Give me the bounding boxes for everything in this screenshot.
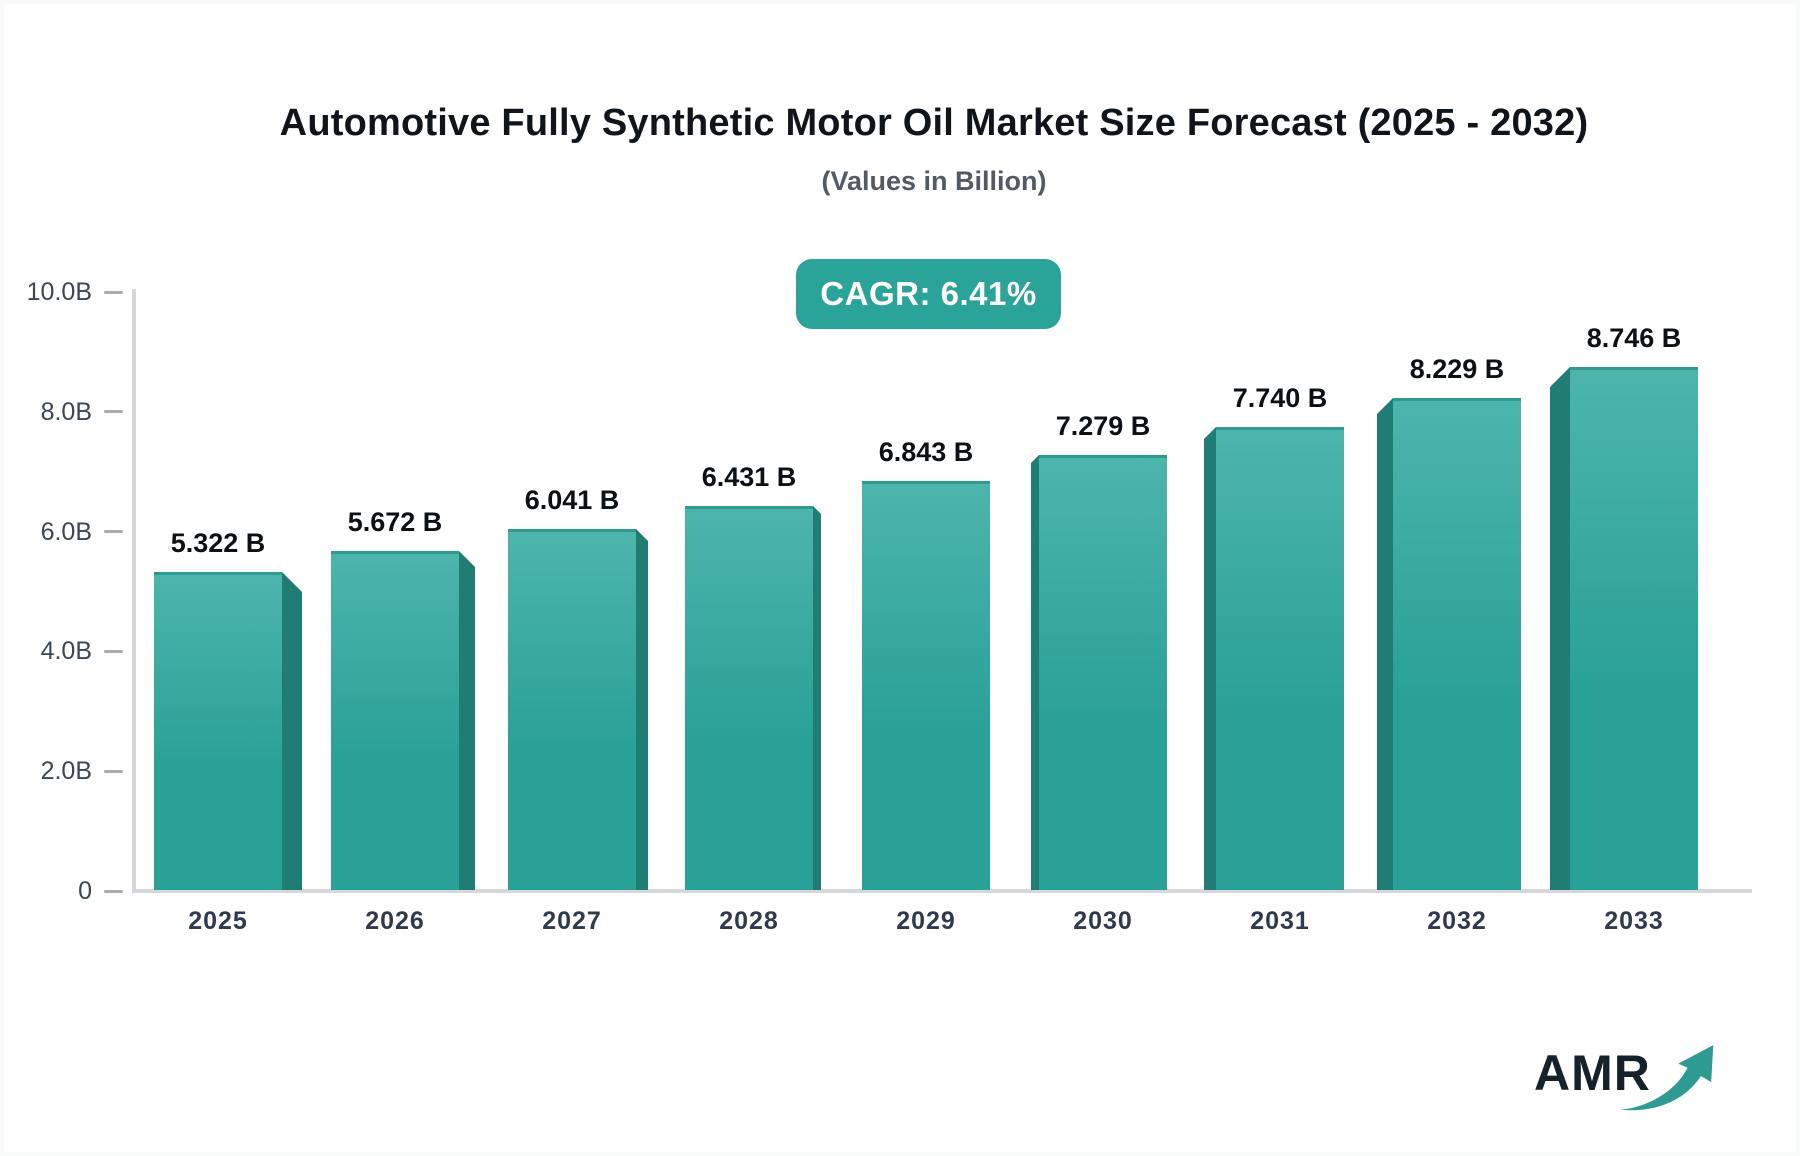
y-tick-label: 2.0B: [40, 757, 92, 786]
bar-value-label: 5.672 B: [347, 507, 443, 537]
bar-2030[interactable]: [1039, 455, 1167, 890]
bar-side-3d: [1550, 367, 1570, 890]
bar-value-label: 6.431 B: [701, 462, 797, 492]
y-tick-label: 6.0B: [40, 517, 92, 546]
y-tick: [104, 530, 123, 534]
y-tick: [104, 889, 123, 893]
x-axis-label: 2027: [542, 907, 602, 935]
bar-2025[interactable]: [154, 572, 282, 890]
cagr-badge: CAGR: 6.41%: [796, 259, 1061, 329]
bar-value-label: 8.229 B: [1409, 354, 1505, 384]
amr-logo-text: AMR: [1534, 1045, 1651, 1101]
x-axis-label: 2028: [719, 907, 779, 935]
bar-value-label: 8.746 B: [1586, 323, 1682, 353]
y-tick: [104, 649, 123, 653]
x-axis-baseline: [132, 889, 1752, 893]
bar-2032[interactable]: [1393, 398, 1521, 890]
cagr-badge-label: CAGR: 6.41%: [820, 275, 1037, 312]
y-axis-line: [132, 289, 136, 893]
amr-logo: AMR: [1526, 1036, 1716, 1116]
x-axis-label: 2026: [365, 907, 425, 935]
bar-side-3d: [282, 572, 302, 890]
bar-2028[interactable]: [685, 506, 813, 890]
bar-side-3d: [813, 506, 821, 890]
bar-value-label: 6.843 B: [878, 437, 974, 467]
y-tick-label: 4.0B: [40, 637, 92, 666]
x-axis-label: 2031: [1250, 907, 1310, 935]
bar-side-3d: [1377, 398, 1393, 890]
y-tick: [104, 290, 123, 294]
x-axis-label: 2032: [1427, 907, 1487, 935]
bar-2026[interactable]: [331, 551, 459, 890]
bar-2033[interactable]: [1570, 367, 1698, 890]
chart-subtitle: (Values in Billion): [821, 166, 1047, 196]
bar-side-3d: [636, 529, 648, 890]
x-axis-label: 2033: [1604, 907, 1664, 935]
bar-2029[interactable]: [862, 481, 990, 890]
bar-value-label: 7.740 B: [1232, 383, 1328, 413]
bar-value-label: 6.041 B: [524, 485, 620, 515]
bar-value-label: 7.279 B: [1055, 411, 1151, 441]
chart-title: Automotive Fully Synthetic Motor Oil Mar…: [279, 102, 1589, 144]
x-axis-label: 2030: [1073, 907, 1133, 935]
bar-2027[interactable]: [508, 529, 636, 890]
x-axis-label: 2025: [188, 907, 248, 935]
y-tick: [104, 769, 123, 773]
y-tick-label: 10.0B: [26, 278, 92, 306]
bar-side-3d: [1204, 427, 1216, 890]
bar-side-3d: [459, 551, 475, 890]
bar-value-label: 5.322 B: [170, 528, 266, 558]
y-tick-label: 8.0B: [40, 397, 92, 426]
bar-side-3d: [1031, 455, 1039, 890]
x-axis-label: 2029: [896, 907, 956, 935]
growth-arrow-icon: [1620, 1045, 1714, 1111]
bar-2031[interactable]: [1216, 427, 1344, 890]
y-tick-label: 0: [78, 877, 92, 905]
y-tick: [104, 410, 123, 414]
